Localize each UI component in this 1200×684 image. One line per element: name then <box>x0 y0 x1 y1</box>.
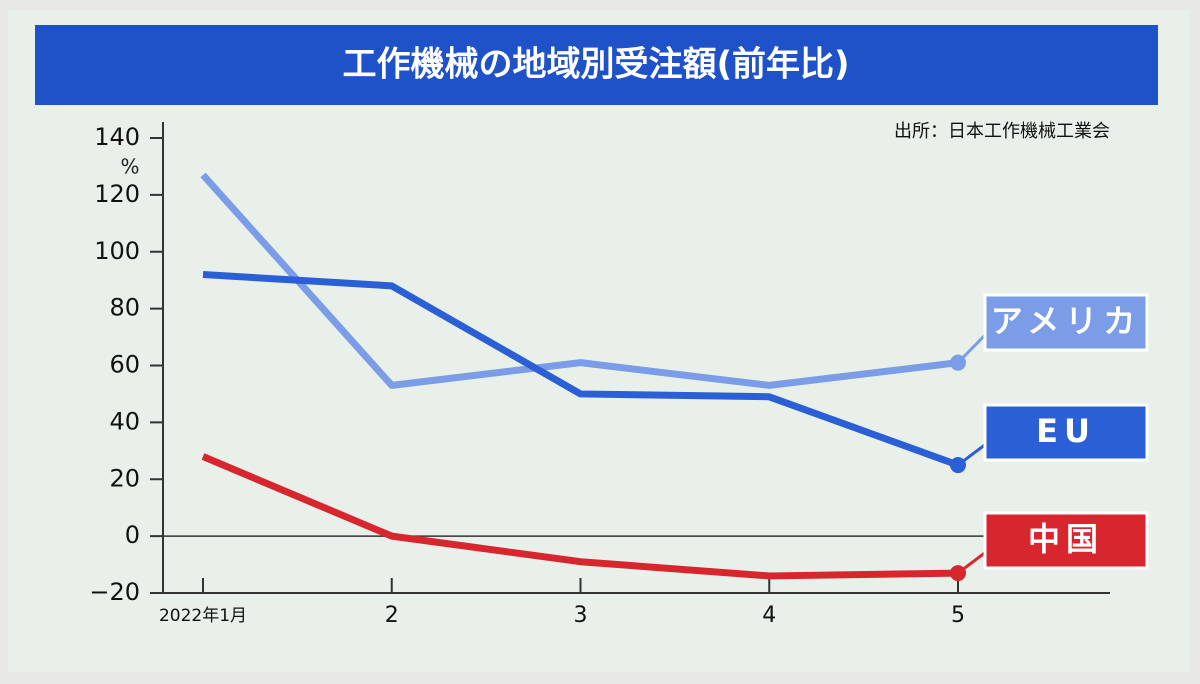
chart-title: 工作機械の地域別受注額(前年比) <box>342 45 849 85</box>
legend-box <box>983 403 1149 462</box>
legend-label: EU <box>1036 412 1096 450</box>
legend-box <box>983 511 1149 570</box>
x-tick-label: 2 <box>385 603 399 628</box>
legend-box <box>983 293 1149 352</box>
title-bar <box>35 25 1158 105</box>
y-tick-label: 100 <box>94 237 140 265</box>
y-tick-label: 80 <box>109 294 140 322</box>
series-line <box>202 271 960 469</box>
x-tick-label: 4 <box>762 603 776 628</box>
x-tick-label: 5 <box>951 603 965 628</box>
y-tick-label: 40 <box>109 407 140 435</box>
x-tick-label: 2022年1月 <box>159 606 247 626</box>
y-tick-label: 20 <box>109 464 140 492</box>
y-tick-label: 120 <box>94 180 140 208</box>
y-unit: % <box>120 155 139 179</box>
y-tick-label: 60 <box>109 351 140 379</box>
legend-label: 中国 <box>1028 520 1104 558</box>
x-tick-label: 3 <box>574 603 588 628</box>
legend-label: アメリカ <box>991 302 1141 340</box>
source: 出所：日本工作機械工業会 <box>894 121 1110 142</box>
y-tick-label: 140 <box>94 123 140 151</box>
y-tick-label: 0 <box>125 521 140 549</box>
series-line <box>200 172 959 389</box>
y-tick-label: −20 <box>89 578 140 606</box>
series-line <box>201 453 959 580</box>
